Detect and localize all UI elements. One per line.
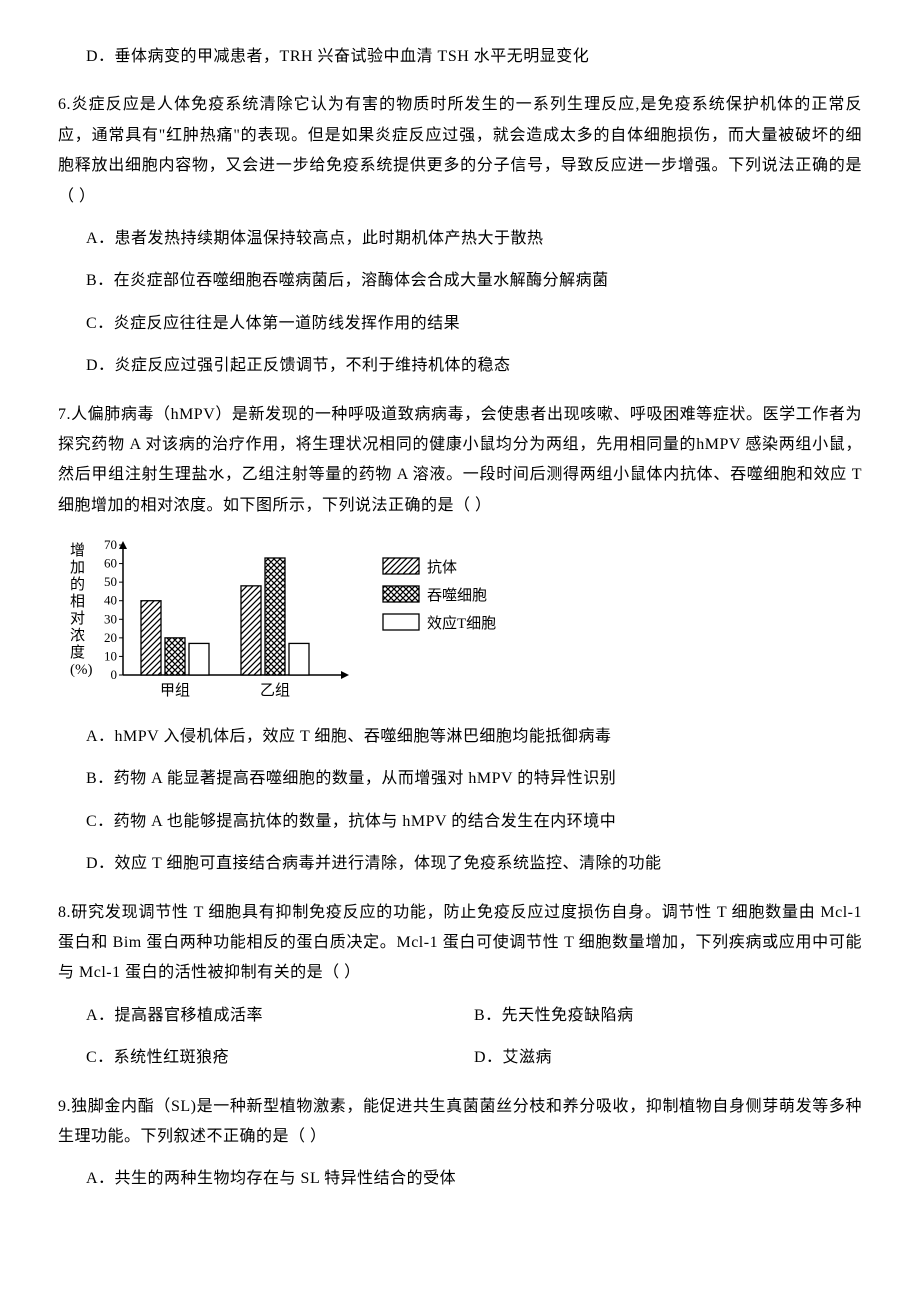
- q6-option-b: B．在炎症部位吞噬细胞吞噬病菌后，溶酶体会合成大量水解酶分解病菌: [86, 266, 862, 296]
- q8-stem: 8.研究发现调节性 T 细胞具有抑制免疫反应的功能，防止免疫反应过度损伤自身。调…: [58, 898, 862, 989]
- q6-option-a: A．患者发热持续期体温保持较高点，此时期机体产热大于散热: [86, 224, 862, 254]
- svg-text:0: 0: [111, 667, 118, 682]
- svg-text:70: 70: [104, 537, 117, 552]
- q7-option-c: C．药物 A 也能够提高抗体的数量，抗体与 hMPV 的结合发生在内环境中: [86, 807, 862, 837]
- svg-text:加: 加: [70, 559, 85, 576]
- q6-option-c: C．炎症反应往往是人体第一道防线发挥作用的结果: [86, 309, 862, 339]
- q8-option-c: C．系统性红斑狼疮: [86, 1043, 474, 1073]
- svg-text:40: 40: [104, 593, 117, 608]
- q8-option-d: D．艾滋病: [474, 1043, 862, 1073]
- svg-text:度: 度: [70, 644, 85, 661]
- q9-option-a: A．共生的两种生物均存在与 SL 特异性结合的受体: [86, 1164, 862, 1194]
- svg-text:的: 的: [70, 576, 85, 593]
- q8-option-b: B．先天性免疫缺陷病: [474, 1001, 862, 1031]
- q7-chart: 0 10 20 30 40 50 60 70 增加的相对浓度(%) 甲组 乙组 抗体吞噬细胞效应T细胞: [58, 535, 862, 710]
- svg-text:20: 20: [104, 630, 117, 645]
- svg-text:(%): (%): [70, 662, 93, 678]
- q9-stem: 9.独脚金内酯（SL)是一种新型植物激素，能促进共生真菌菌丝分枝和养分吸收，抑制…: [58, 1092, 862, 1153]
- q7-option-d: D．效应 T 细胞可直接结合病毒并进行清除，体现了免疫系统监控、清除的功能: [86, 849, 862, 879]
- q5-option-d: D．垂体病变的甲减患者，TRH 兴奋试验中血清 TSH 水平无明显变化: [86, 42, 862, 72]
- svg-text:对: 对: [70, 610, 85, 627]
- svg-text:效应T细胞: 效应T细胞: [427, 614, 496, 632]
- q6-stem: 6.炎症反应是人体免疫系统清除它认为有害的物质时所发生的一系列生理反应,是免疫系…: [58, 90, 862, 212]
- svg-text:吞噬细胞: 吞噬细胞: [427, 587, 487, 604]
- q7-stem: 7.人偏肺病毒（hMPV）是新发现的一种呼吸道致病病毒，会使患者出现咳嗽、呼吸困…: [58, 400, 862, 522]
- q7-chart-svg: 0 10 20 30 40 50 60 70 增加的相对浓度(%) 甲组 乙组 抗体吞噬细胞效应T细胞: [58, 535, 568, 710]
- q8-option-a: A．提高器官移植成活率: [86, 1001, 474, 1031]
- svg-text:50: 50: [104, 574, 117, 589]
- svg-text:10: 10: [104, 649, 117, 664]
- svg-text:甲组: 甲组: [160, 682, 190, 699]
- svg-text:乙组: 乙组: [260, 682, 290, 699]
- svg-text:抗体: 抗体: [427, 559, 457, 576]
- svg-text:增: 增: [70, 542, 85, 559]
- svg-text:30: 30: [104, 611, 117, 626]
- svg-text:相: 相: [70, 593, 85, 610]
- q6-option-d: D．炎症反应过强引起正反馈调节，不利于维持机体的稳态: [86, 351, 862, 381]
- q7-option-b: B．药物 A 能显著提高吞噬细胞的数量，从而增强对 hMPV 的特异性识别: [86, 764, 862, 794]
- svg-text:60: 60: [104, 556, 117, 571]
- q7-option-a: A．hMPV 入侵机体后，效应 T 细胞、吞噬细胞等淋巴细胞均能抵御病毒: [86, 722, 862, 752]
- svg-text:浓: 浓: [70, 627, 85, 644]
